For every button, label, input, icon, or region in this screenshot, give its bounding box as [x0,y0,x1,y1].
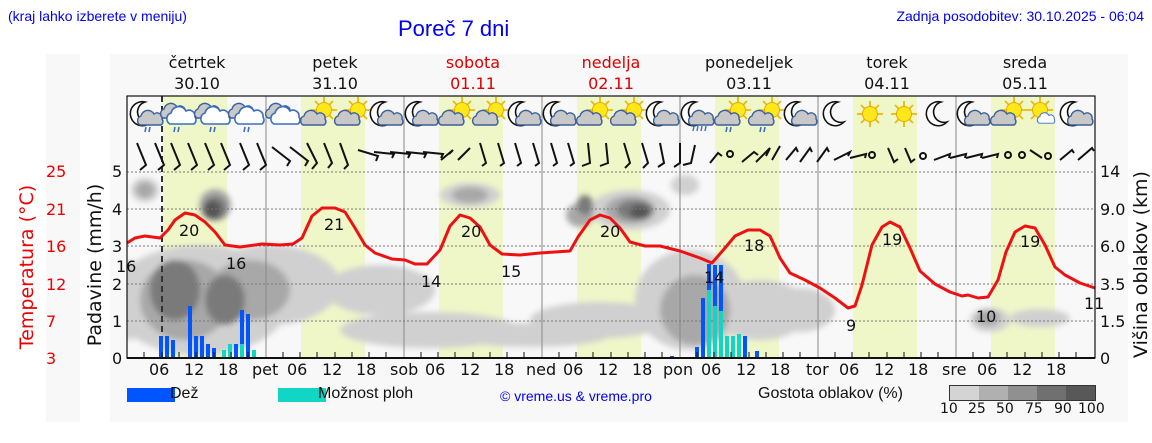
day-label-weekend: nedelja 02.11 [581,53,641,93]
copyright-link[interactable]: © vreme.us & vreme.pro [500,388,652,404]
precip-axis-label: Padavine (mm/h) [84,183,106,347]
location-hint: (kraj lahko izberete v meniju) [8,8,187,24]
temperature-value-labels: 16 20 16 21 14 20 15 20 14 18 9 19 10 19… [116,215,1104,335]
svg-text:14: 14 [704,268,724,287]
svg-text:16: 16 [116,257,136,276]
rain-legend-label: Dež [170,385,199,402]
cloud-height-axis-label: Višina oblakov (km) [1130,171,1152,358]
temperature-axis-label: Temperatura (°C) [16,184,38,350]
x-tick-labels: 06 12 18 pet 06 12 18 sob 06 12 18 ned 0… [149,360,1067,379]
day-label: četrtek 30.10 [168,53,226,93]
cloud-height-label-wrap: Višina oblakov (km) [1128,171,1152,358]
svg-text:18: 18 [744,236,764,255]
showers-swatch [278,388,326,402]
svg-text:14: 14 [421,272,441,291]
day-label: ponedeljek 03.11 [705,53,793,93]
cloud-density-scale [949,385,1096,401]
temperature-line [126,206,1096,310]
cloud-density-legend-label: Gostota oblakov (%) [758,385,903,402]
svg-text:15: 15 [501,262,521,281]
svg-text:20: 20 [461,222,481,241]
svg-text:9: 9 [846,316,856,335]
day-label: sreda 05.11 [1002,53,1048,93]
svg-text:20: 20 [179,221,199,240]
showers-legend-label: Možnost ploh [318,385,414,402]
page-title: Poreč 7 dni [398,16,510,41]
day-separators [265,96,957,358]
x-ticks [143,352,1077,358]
gridlines [127,171,1095,322]
svg-text:11: 11 [1084,294,1104,313]
svg-text:19: 19 [882,230,902,249]
temperature-axis-panel [46,54,80,422]
rain-swatch [127,388,175,402]
day-label-weekend: sobota 01.11 [445,53,501,93]
precipitation-bars [159,264,759,358]
svg-text:19: 19 [1020,232,1040,251]
svg-text:20: 20 [600,222,620,241]
wind-barbs-row [136,142,1095,171]
day-label: petek 31.10 [312,53,358,93]
svg-text:21: 21 [324,215,344,234]
last-updated: Zadnja posodobitev: 30.10.2025 - 06:04 [896,8,1144,24]
day-label: torek 04.11 [864,53,910,93]
svg-text:16: 16 [226,254,246,273]
svg-text:10: 10 [976,307,996,326]
temperature-axis-label-wrap: Temperatura (°C) [14,180,40,360]
precip-axis-label-wrap: Padavine (mm/h) [82,172,108,358]
